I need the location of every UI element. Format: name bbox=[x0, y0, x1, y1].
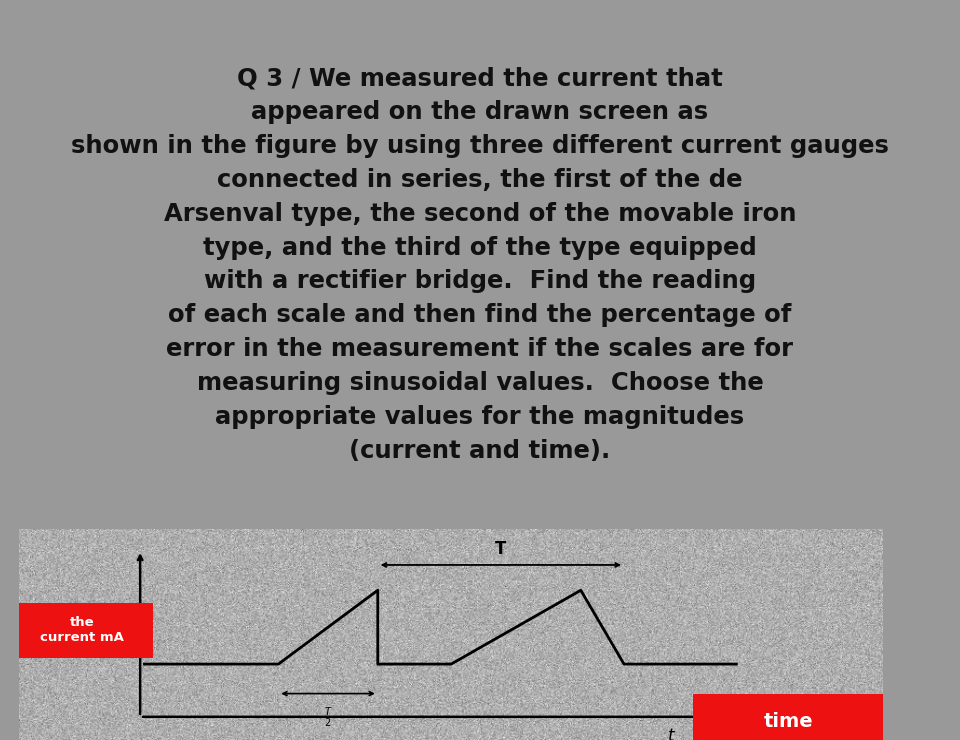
FancyBboxPatch shape bbox=[693, 693, 883, 740]
Text: T: T bbox=[495, 539, 507, 557]
Text: the
current mA: the current mA bbox=[40, 616, 124, 645]
Text: Q 3 / We measured the current that
appeared on the drawn screen as
shown in the : Q 3 / We measured the current that appea… bbox=[71, 66, 889, 463]
FancyBboxPatch shape bbox=[11, 603, 153, 658]
Text: time: time bbox=[763, 712, 813, 730]
Text: $\frac{T}{2}$: $\frac{T}{2}$ bbox=[324, 705, 332, 730]
Text: t: t bbox=[668, 727, 675, 740]
